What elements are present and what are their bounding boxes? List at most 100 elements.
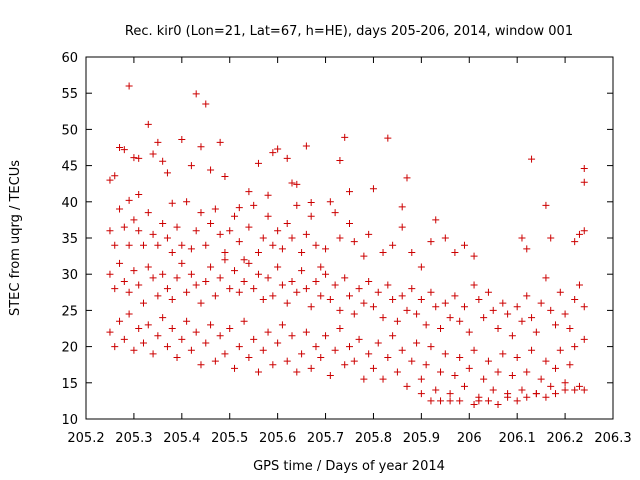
data-point xyxy=(518,234,526,242)
data-point xyxy=(437,397,445,405)
data-point xyxy=(561,386,569,394)
data-point xyxy=(513,353,521,361)
data-point xyxy=(331,209,339,217)
data-point xyxy=(302,328,310,336)
data-point xyxy=(269,241,277,249)
data-point xyxy=(403,306,411,314)
data-point xyxy=(575,230,583,238)
data-point xyxy=(183,198,191,206)
data-point xyxy=(389,296,397,304)
data-point xyxy=(446,390,454,398)
data-point xyxy=(508,332,516,340)
data-point xyxy=(542,274,550,282)
data-point xyxy=(566,325,574,332)
data-point xyxy=(264,191,272,199)
x-tick-label: 205.9 xyxy=(403,431,440,446)
data-point xyxy=(207,263,215,271)
y-axis-label: STEC from uqrg / TECUs xyxy=(8,160,23,316)
data-point xyxy=(221,248,229,256)
data-point xyxy=(130,267,138,275)
x-tick-label: 205.2 xyxy=(67,431,104,446)
data-point xyxy=(283,220,291,228)
data-point xyxy=(494,368,502,376)
data-point xyxy=(393,368,401,376)
data-point xyxy=(312,277,320,285)
data-point xyxy=(403,174,411,182)
data-point xyxy=(460,241,468,249)
data-point xyxy=(216,138,224,146)
x-tick-label: 205.3 xyxy=(115,431,152,446)
data-point xyxy=(566,361,574,369)
data-point xyxy=(187,245,195,253)
data-point xyxy=(187,162,195,170)
data-point xyxy=(326,372,334,380)
data-point xyxy=(178,259,186,267)
x-axis-label: GPS time / Days of year 2014 xyxy=(253,459,445,474)
data-point xyxy=(552,390,560,398)
data-point xyxy=(465,328,473,336)
data-point xyxy=(125,241,133,249)
data-point xyxy=(508,372,516,380)
x-tick-labels: 205.2 205.3 205.4 205.5 205.6 205.7 205.8 205.9… xyxy=(67,431,631,446)
data-point xyxy=(537,299,545,307)
data-point xyxy=(173,353,181,361)
data-point xyxy=(398,203,406,211)
data-point xyxy=(269,292,277,300)
data-point xyxy=(283,154,291,162)
data-point xyxy=(168,325,176,332)
data-point xyxy=(149,350,157,358)
data-point xyxy=(379,248,387,256)
data-point xyxy=(245,223,253,231)
data-point xyxy=(518,317,526,325)
data-point xyxy=(231,212,239,220)
data-point xyxy=(245,259,253,267)
data-point xyxy=(470,401,478,409)
data-point xyxy=(580,227,588,235)
data-point xyxy=(144,263,152,271)
data-point xyxy=(427,343,435,351)
data-point xyxy=(480,375,488,383)
data-point xyxy=(197,299,205,307)
data-point xyxy=(298,248,306,256)
data-point xyxy=(307,212,315,220)
x-tick-label: 206.1 xyxy=(499,431,536,446)
data-point xyxy=(336,234,344,242)
data-point xyxy=(513,303,521,311)
data-point xyxy=(278,281,286,289)
data-point xyxy=(475,397,483,405)
data-point xyxy=(183,288,191,296)
data-point xyxy=(149,274,157,282)
data-point xyxy=(417,296,425,304)
data-point xyxy=(552,364,560,372)
data-point xyxy=(264,212,272,220)
data-point xyxy=(139,241,147,249)
data-point xyxy=(183,317,191,325)
data-point xyxy=(331,346,339,354)
data-point xyxy=(547,382,555,390)
data-point xyxy=(178,241,186,249)
data-point xyxy=(427,397,435,405)
data-point xyxy=(384,353,392,361)
data-point xyxy=(528,155,536,163)
data-point xyxy=(470,252,478,260)
data-point xyxy=(125,196,133,204)
data-point xyxy=(542,393,550,401)
x-tick-label: 205.4 xyxy=(163,431,200,446)
data-point xyxy=(561,310,569,318)
data-point xyxy=(168,199,176,207)
data-point xyxy=(235,204,243,212)
data-point xyxy=(120,146,128,154)
chart-title: Rec. kir0 (Lon=21, Lat=67, h=HE), days 2… xyxy=(125,24,573,39)
data-point xyxy=(283,299,291,307)
data-point xyxy=(484,357,492,365)
y-tick-label: 35 xyxy=(61,232,78,247)
data-point xyxy=(571,238,579,246)
data-point xyxy=(125,82,133,90)
data-point xyxy=(389,241,397,249)
y-tick-label: 25 xyxy=(61,304,78,319)
data-point xyxy=(322,332,330,340)
data-point xyxy=(149,150,157,158)
x-tick-label: 205.6 xyxy=(259,431,296,446)
data-point xyxy=(120,277,128,285)
data-point xyxy=(221,172,229,180)
